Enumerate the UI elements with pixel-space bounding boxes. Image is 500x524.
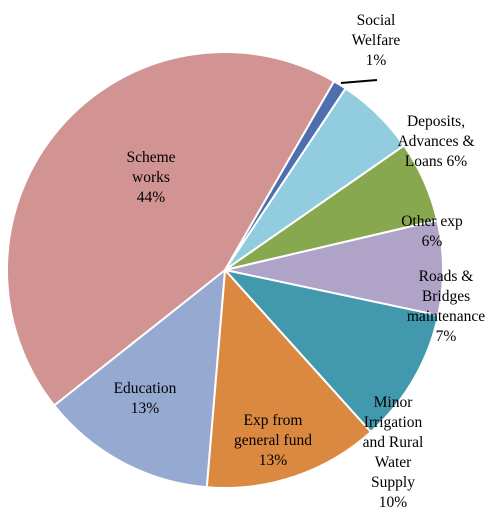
slice-label-line: Social bbox=[357, 12, 396, 29]
pie-slice-exp-from-general-fund bbox=[205, 269, 372, 489]
slice-label-education: Education 13% bbox=[114, 380, 177, 417]
slice-label-minor-irrigation-and-rural-water-supply: Minor Irrigation and Rural Water Supply 10% bbox=[363, 394, 424, 511]
slice-label-exp-from-general-fund: Exp from general fund 13% bbox=[234, 412, 312, 469]
slice-label-other-exp: Other exp 6% bbox=[401, 213, 463, 250]
slice-label-line: 13% bbox=[131, 400, 160, 417]
slice-label-line: Minor bbox=[374, 394, 414, 411]
slice-label-line: Scheme bbox=[126, 149, 175, 166]
slice-label-line: Welfare bbox=[352, 32, 401, 49]
slice-label-line: works bbox=[132, 169, 170, 186]
slice-label-roads-bridges-maintenance: Roads & Bridges maintenance 7% bbox=[407, 268, 485, 345]
slice-label-scheme-works: Scheme works 44% bbox=[126, 149, 175, 206]
pie-slice-minor-irrigation-and-rural-water-supply bbox=[224, 269, 440, 434]
pie-slice-scheme-works bbox=[6, 51, 335, 407]
slice-label-line: 10% bbox=[379, 494, 408, 511]
pie-slices bbox=[6, 51, 444, 489]
slice-label-line: 6% bbox=[422, 233, 443, 250]
slice-label-line: Roads & bbox=[419, 268, 474, 285]
slice-label-line: 44% bbox=[137, 189, 166, 206]
leader-line bbox=[340, 79, 378, 85]
slice-label-line: 13% bbox=[259, 452, 288, 469]
slice-label-line: Irrigation bbox=[364, 414, 423, 431]
slice-label-line: Education bbox=[114, 380, 177, 397]
slice-label-line: Supply bbox=[371, 474, 415, 491]
slice-label-line: and Rural bbox=[363, 434, 424, 451]
slice-label-line: Advances & bbox=[397, 133, 474, 150]
slice-label-line: 1% bbox=[366, 52, 387, 69]
pie-slice-education bbox=[53, 269, 226, 489]
slice-label-line: 7% bbox=[436, 328, 457, 345]
slice-label-line: Deposits, bbox=[407, 113, 465, 130]
slice-label-line: maintenance bbox=[407, 308, 485, 325]
slice-label-line: Exp from bbox=[244, 412, 303, 429]
slice-label-social-welfare: Social Welfare 1% bbox=[352, 12, 401, 69]
slice-label-line: Bridges bbox=[422, 288, 470, 305]
slice-label-line: Water bbox=[375, 454, 412, 471]
slice-label-line: Loans 6% bbox=[405, 153, 468, 170]
pie-labels: Social Welfare 1% Deposits, Advances & Loans … bbox=[114, 12, 486, 511]
slice-label-deposits-advances-loans: Deposits, Advances & Loans 6% bbox=[397, 113, 474, 170]
slice-label-line: Other exp bbox=[401, 213, 463, 230]
slice-label-line: general fund bbox=[234, 432, 312, 449]
